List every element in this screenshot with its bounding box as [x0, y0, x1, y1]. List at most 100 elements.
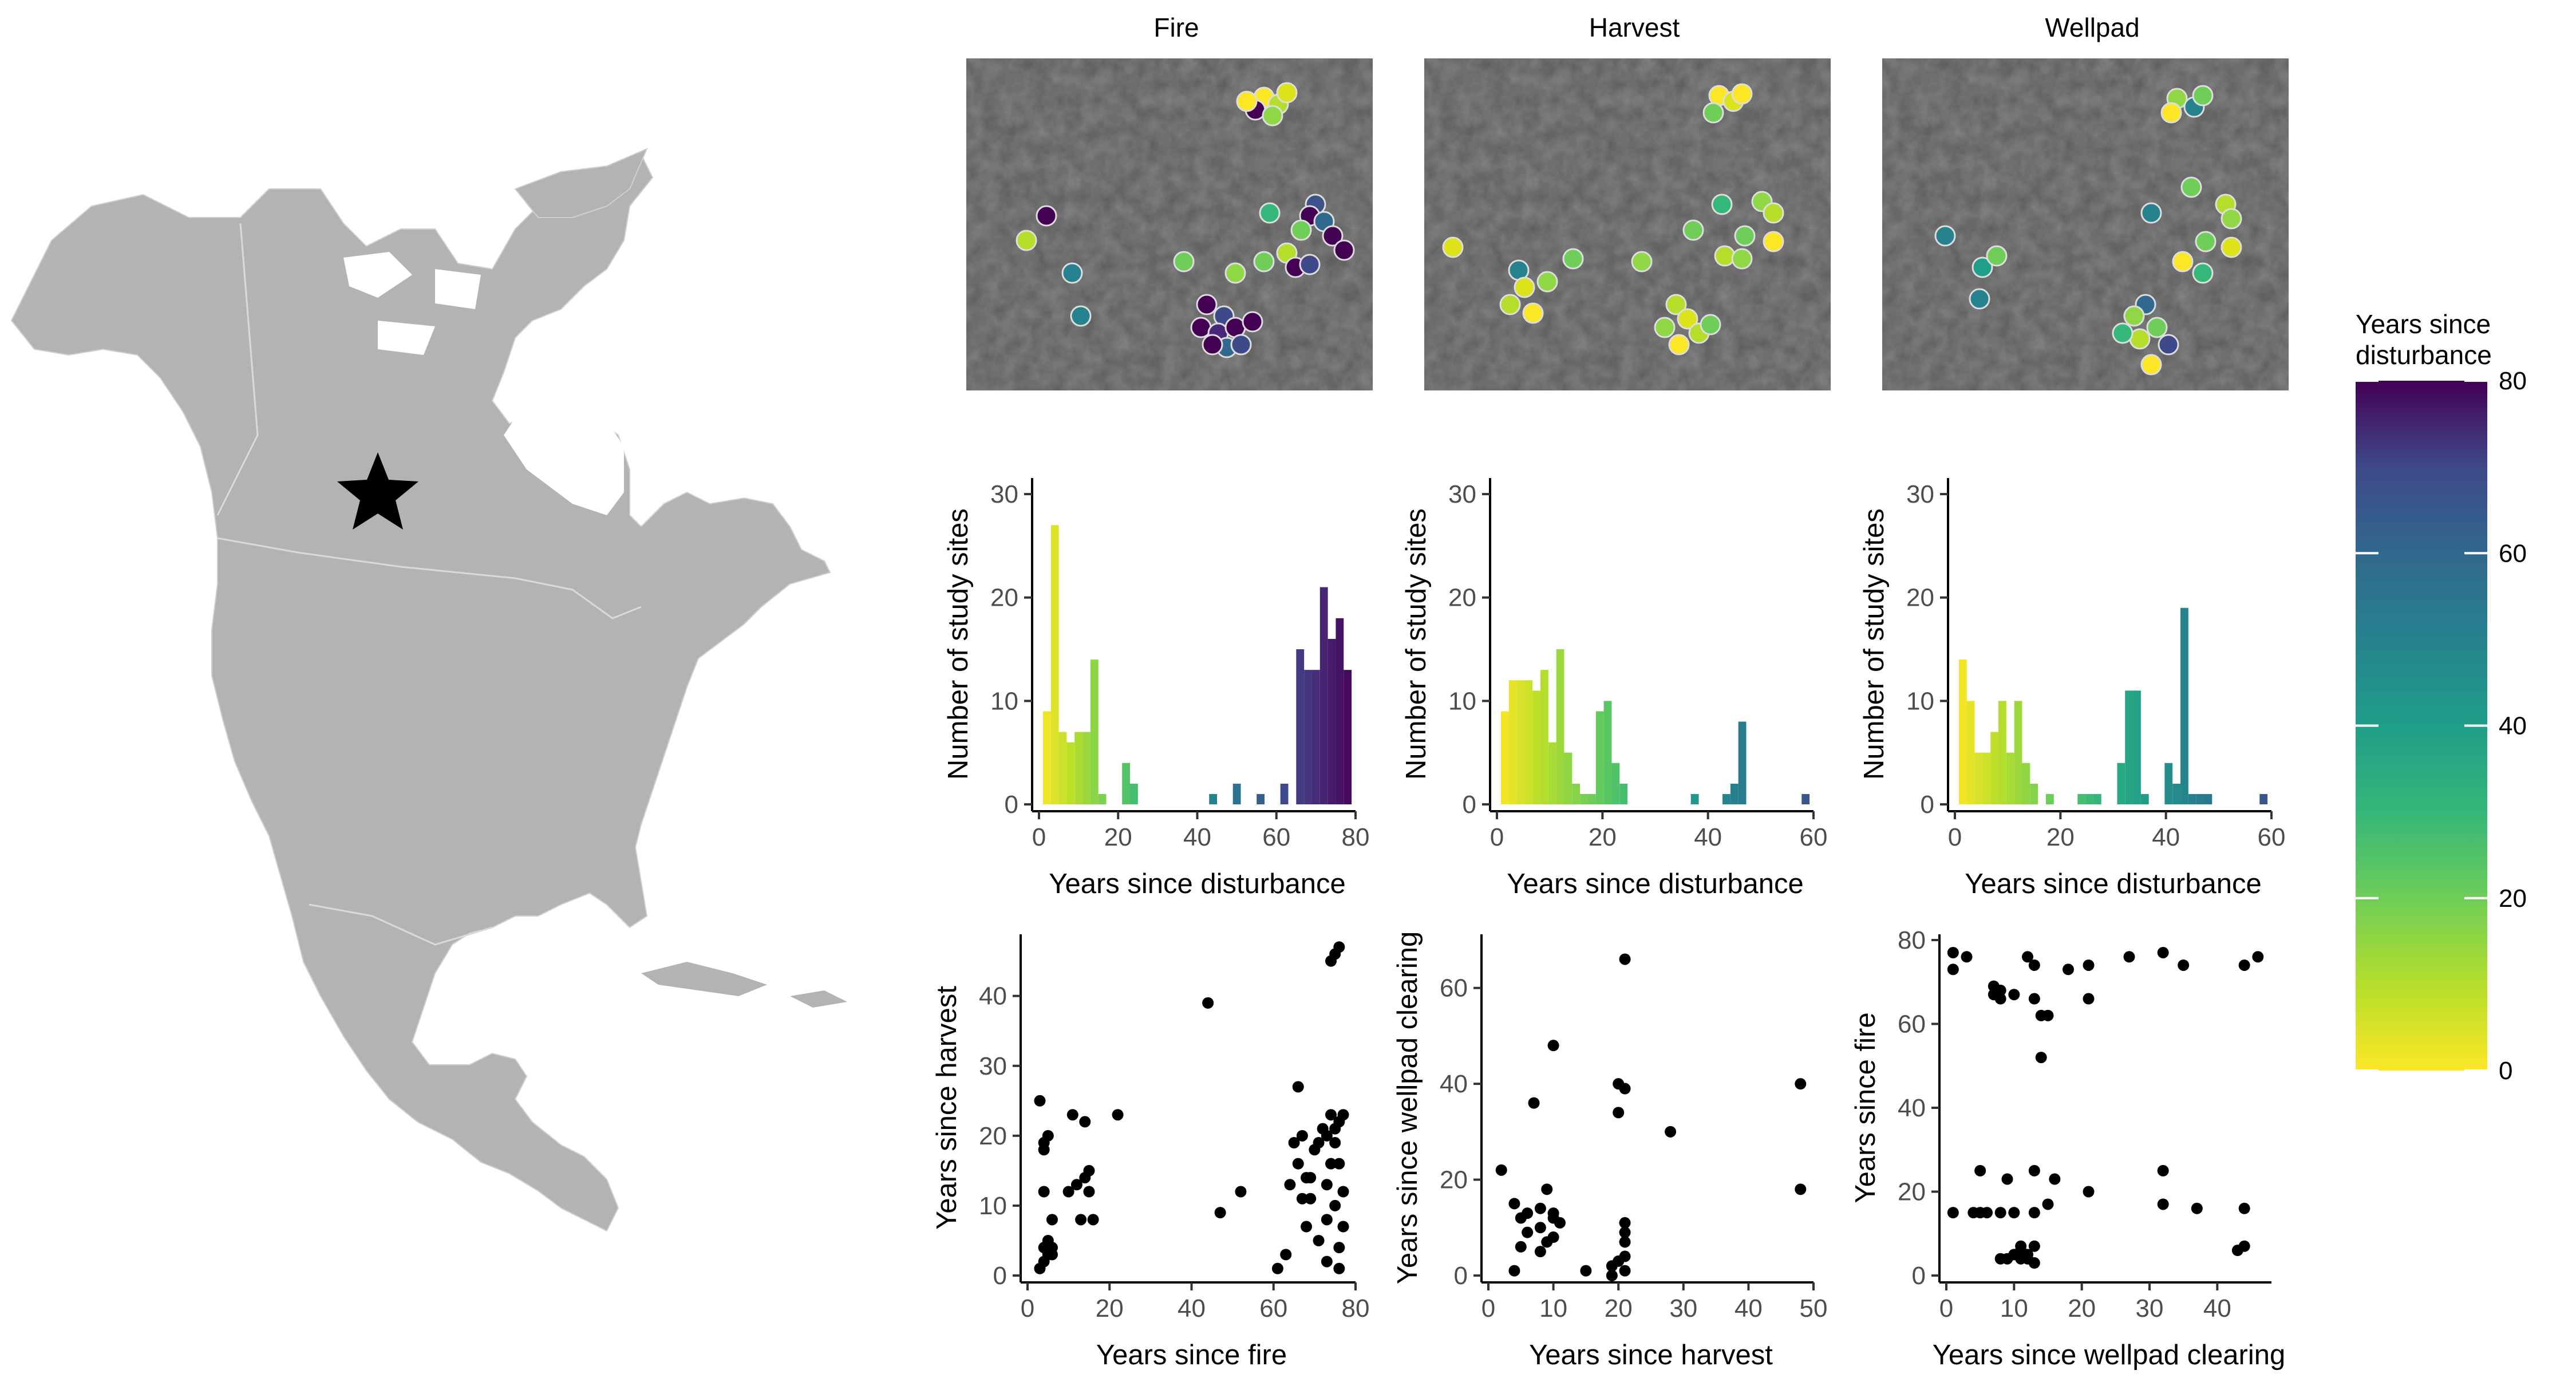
scatter-3-x-tick-label: 0: [1939, 1294, 1953, 1322]
map-border-alaska: [216, 223, 259, 516]
scatter-point: [1313, 1137, 1325, 1149]
scatter-point: [1235, 1186, 1247, 1198]
histogram-bar: [1500, 711, 1509, 804]
histogram-bar: [1336, 618, 1344, 804]
histogram-bar: [1738, 721, 1747, 804]
scatter-3-x-tick-label: 30: [2136, 1294, 2164, 1322]
site-points-fire: [1016, 82, 1355, 358]
histogram-bar: [1319, 587, 1328, 804]
scatter-point: [1313, 1234, 1325, 1246]
scatter-3-y-tick-label: 60: [1898, 1010, 1926, 1039]
scatter-point: [1994, 1207, 2006, 1219]
histogram-harvest-x-tick-label: 40: [1694, 823, 1722, 851]
scatter-1-x-tick-label: 20: [1096, 1294, 1124, 1322]
histogram-bar: [2014, 701, 2022, 804]
scatter-point: [1333, 1242, 1345, 1254]
scatter-point: [2083, 959, 2095, 971]
scatter-point: [1619, 1250, 1631, 1262]
scatter-1-x-tick-label: 80: [1342, 1294, 1370, 1322]
histogram-bar: [1580, 793, 1588, 804]
scatter-point: [1974, 1164, 1986, 1176]
scatter-point: [1333, 941, 1345, 953]
panel-titles: Fire Harvest Wellpad: [1153, 13, 2139, 42]
histogram-panels: 0 20 40 60 80 0 10 20 30 Years since disturbance N…: [943, 478, 2285, 899]
scatter-point: [1333, 1158, 1345, 1170]
histogram-bar: [1058, 732, 1067, 804]
histogram-bar: [1540, 670, 1548, 804]
histogram-bar: [2045, 793, 2054, 804]
histogram-bar: [1090, 660, 1099, 804]
scatter-point: [1619, 953, 1631, 965]
scatter-point: [2083, 993, 2095, 1005]
scatter-point: [1554, 1217, 1566, 1229]
histogram-bar: [1730, 783, 1739, 804]
scatter-point: [2042, 1198, 2054, 1210]
histogram-wellpad-y-tick-label: 30: [1906, 480, 1934, 508]
scatter-point: [1301, 1221, 1313, 1233]
histogram-bar: [1603, 701, 1612, 804]
scatter-point: [1214, 1207, 1226, 1219]
map-greenland: [514, 148, 648, 218]
histogram-bar: [2085, 793, 2093, 804]
histogram-bar: [2077, 793, 2086, 804]
scatter-point: [1947, 1207, 1959, 1219]
scatter-3-x-axis-title: Years since wellpad clearing: [1933, 1340, 2286, 1371]
scatter-point: [1066, 1109, 1078, 1121]
scatter-1-y-axis-title: Years since harvest: [931, 986, 962, 1230]
legend-title-line1: Years since: [2356, 309, 2491, 339]
scatter-point: [2157, 1198, 2169, 1210]
scatter-point: [2028, 993, 2040, 1005]
histogram-wellpad-x-tick-label: 60: [2258, 823, 2286, 851]
scatter-point: [1280, 1249, 1292, 1261]
scatter-point: [1079, 1116, 1091, 1128]
histogram-bar: [1548, 742, 1556, 804]
histogram-bar: [1280, 783, 1289, 804]
histogram-bar: [1572, 783, 1581, 804]
scatter-point: [1522, 1207, 1534, 1219]
scatter-point: [1547, 1231, 1559, 1243]
scatter-point: [1325, 1109, 1337, 1121]
histogram-harvest-y-tick-label: 30: [1448, 480, 1476, 508]
histogram-fire-x-tick-label: 60: [1262, 823, 1290, 851]
legend-tick-label: 80: [2499, 367, 2527, 395]
scatter-point: [1534, 1246, 1546, 1258]
histogram-harvest-y-tick-label: 20: [1448, 584, 1476, 612]
histogram-bar: [1082, 732, 1091, 804]
histogram-bar: [1257, 793, 1265, 804]
scatter-point: [1795, 1078, 1807, 1090]
scatter-point: [2001, 1173, 2013, 1185]
scatter-point: [1075, 1214, 1087, 1226]
histogram-bar: [1722, 793, 1730, 804]
histogram-fire-y-tick-label: 0: [1005, 791, 1018, 819]
histogram-wellpad: 0 20 40 60 0 10 20 30 Years since disturbance Num…: [1859, 478, 2285, 899]
satellite-panel-harvest: [1424, 58, 1831, 390]
histogram-bar: [1209, 793, 1218, 804]
scatter-point: [2083, 1186, 2095, 1198]
histogram-bar: [1066, 742, 1075, 804]
histogram-fire-y-tick-label: 10: [990, 687, 1018, 715]
map-border-us-mexico: [309, 903, 493, 946]
histogram-bar: [1998, 701, 2006, 804]
scatter-point: [1333, 1262, 1345, 1274]
histogram-bar: [2022, 763, 2030, 804]
scatter-point: [2028, 1207, 2040, 1219]
scatter-3-y-tick-label: 80: [1898, 926, 1926, 954]
scatter-point: [1046, 1214, 1058, 1226]
histogram-harvest-y-axis-title: Number of study sites: [1401, 508, 1432, 780]
histogram-bar: [1050, 525, 1059, 804]
map-caribbean: [641, 962, 847, 1008]
scatter-point: [2008, 989, 2020, 1001]
histogram-bar: [1982, 752, 1991, 804]
scatter-point: [1337, 1109, 1349, 1121]
scatter-point: [1541, 1183, 1553, 1195]
scatter-3-y-tick-label: 20: [1898, 1178, 1926, 1206]
scatter-2-y-tick-label: 20: [1440, 1166, 1468, 1194]
scatter-point: [2157, 946, 2169, 958]
scatter-point: [1994, 984, 2006, 996]
histogram-harvest-x-tick-label: 20: [1589, 823, 1617, 851]
scatter-point: [1325, 1158, 1337, 1170]
satellite-panel-wellpad: [1882, 58, 2289, 390]
scatter-point: [1042, 1130, 1054, 1142]
histogram-bar: [1296, 649, 1305, 804]
